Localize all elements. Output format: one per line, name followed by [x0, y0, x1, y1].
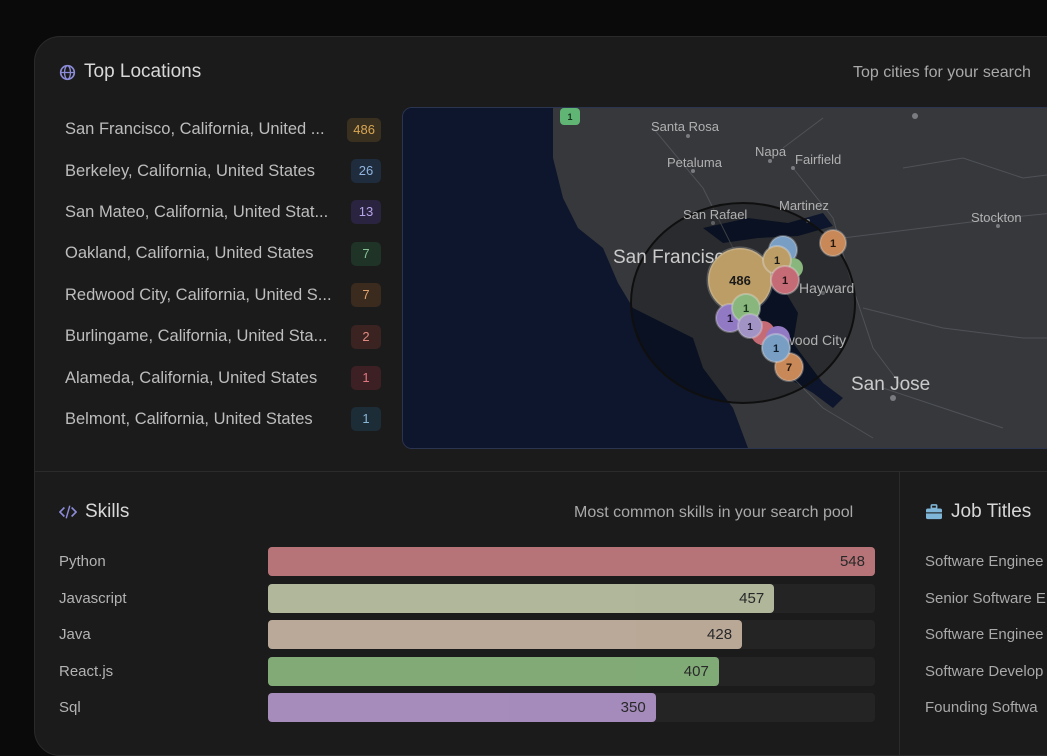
map-label-hayward: Hayward — [799, 280, 854, 296]
svg-text:1: 1 — [727, 313, 733, 325]
location-row[interactable]: Alameda, California, United States 1 — [65, 357, 381, 398]
skill-bar-track: 350 — [268, 693, 875, 723]
map-marker-1-blue[interactable]: 1 — [761, 333, 791, 363]
skill-bar: 548 — [268, 547, 875, 576]
location-count-badge: 486 — [347, 117, 381, 142]
job-title-item[interactable]: Software Develop — [925, 662, 1044, 680]
svg-text:1: 1 — [743, 303, 749, 315]
skill-value: 457 — [739, 589, 765, 607]
dashboard-frame: Top Locations Top cities for your search… — [34, 36, 1047, 756]
skill-bar-track: 428 — [268, 620, 875, 650]
map-label-san-francisco: San Francisco — [613, 247, 734, 268]
skill-name: Javascript — [59, 589, 127, 607]
location-count-badge: 13 — [351, 200, 381, 225]
map-label-fairfield: Fairfield — [795, 152, 841, 167]
top-locations-subtitle: Top cities for your search — [853, 64, 1031, 81]
location-name: Burlingame, California, United Sta... — [65, 327, 328, 346]
job-title-item[interactable]: Founding Softwa — [925, 699, 1038, 717]
skill-bar: 457 — [268, 583, 775, 613]
map-label-san-jose: San Jose — [851, 374, 930, 395]
skill-value: 407 — [683, 662, 709, 680]
skill-bar-track: 407 — [268, 656, 875, 686]
job-titles-title: Job Titles — [951, 501, 1032, 522]
skill-value: 428 — [707, 626, 733, 644]
skill-value: 350 — [620, 699, 646, 717]
map-canvas: Santa Rosa Petaluma Napa Fairfield Marti… — [403, 108, 1047, 448]
skill-bar: 407 — [268, 656, 719, 686]
skill-name: Sql — [59, 699, 81, 717]
column-divider — [899, 472, 900, 755]
locations-map[interactable]: Santa Rosa Petaluma Napa Fairfield Marti… — [402, 107, 1047, 449]
location-name: Oakland, California, United States — [65, 244, 314, 263]
map-label-petaluma: Petaluma — [667, 155, 723, 170]
skill-row[interactable]: Python 548 — [59, 547, 875, 577]
top-locations-card: Top Locations Top cities for your search… — [35, 37, 1047, 473]
svg-text:1: 1 — [747, 322, 753, 333]
svg-text:1: 1 — [774, 255, 780, 267]
location-name: Redwood City, California, United S... — [65, 285, 332, 304]
svg-text:486: 486 — [729, 273, 751, 288]
location-name: San Mateo, California, United Stat... — [65, 202, 329, 221]
skill-row[interactable]: Javascript 457 — [59, 583, 875, 614]
location-name: San Francisco, California, United ... — [65, 120, 325, 139]
skills-header: Skills — [59, 501, 129, 523]
skills-subtitle: Most common skills in your search pool — [574, 504, 854, 521]
location-name: Belmont, California, United States — [65, 409, 313, 428]
location-name: Berkeley, California, United States — [65, 161, 316, 180]
skill-name: React.js — [59, 662, 114, 680]
top-locations-header: Top Locations — [59, 61, 201, 83]
skill-name: Python — [59, 553, 106, 570]
skill-bar-track: 548 — [268, 547, 875, 576]
job-titles-header: Job Titles — [925, 501, 1031, 523]
skill-value: 548 — [839, 553, 865, 570]
location-count-badge: 1 — [351, 366, 381, 391]
location-row[interactable]: Oakland, California, United States 7 — [65, 233, 381, 274]
location-count-badge: 2 — [351, 324, 381, 349]
skill-bar-track: 457 — [268, 583, 875, 613]
map-marker-1-alameda[interactable]: 1 — [770, 265, 800, 295]
skill-bar: 428 — [268, 620, 743, 650]
location-row[interactable]: San Francisco, California, United ... 486 — [65, 109, 381, 150]
location-count-badge: 7 — [351, 283, 381, 308]
location-name: Alameda, California, United States — [65, 368, 318, 387]
map-label-san-rafael: San Rafael — [683, 207, 747, 222]
location-row[interactable]: Berkeley, California, United States 26 — [65, 150, 381, 191]
job-title-item[interactable]: Software Enginee — [925, 553, 1044, 570]
skill-row[interactable]: Sql 350 — [59, 693, 875, 723]
location-count-badge: 7 — [351, 241, 381, 266]
map-label-martinez: Martinez — [779, 198, 829, 213]
job-title-item[interactable]: Software Enginee — [925, 626, 1044, 644]
skills-title: Skills — [85, 501, 130, 522]
location-row[interactable]: San Mateo, California, United Stat... 13 — [65, 192, 381, 233]
location-count-badge: 1 — [351, 407, 381, 432]
location-row[interactable]: Burlingame, California, United Sta... 2 — [65, 316, 381, 357]
svg-text:1: 1 — [773, 343, 779, 355]
svg-text:1: 1 — [567, 112, 572, 122]
location-list: San Francisco, California, United ... 486… — [65, 109, 381, 440]
skill-row[interactable]: Java 428 — [59, 620, 875, 650]
code-icon — [59, 505, 77, 519]
svg-text:1: 1 — [830, 238, 836, 250]
map-marker-1-north[interactable]: 1 — [560, 108, 580, 125]
map-marker-1-lilac[interactable]: 1 — [737, 313, 763, 339]
map-label-stockton: Stockton — [971, 210, 1022, 225]
svg-text:7: 7 — [786, 362, 792, 374]
svg-text:1: 1 — [782, 275, 788, 287]
map-marker-1-east[interactable]: 1 — [819, 229, 847, 257]
location-count-badge: 26 — [351, 159, 381, 184]
map-label-napa: Napa — [755, 144, 787, 159]
job-title-item[interactable]: Senior Software E — [925, 589, 1046, 607]
skill-bar: 350 — [268, 693, 656, 723]
globe-icon — [59, 64, 76, 80]
skill-name: Java — [59, 626, 91, 644]
map-label-santa-rosa: Santa Rosa — [651, 119, 720, 134]
skill-row[interactable]: React.js 407 — [59, 656, 875, 687]
briefcase-icon — [926, 504, 942, 520]
section-divider — [35, 471, 1047, 472]
location-row[interactable]: Belmont, California, United States 1 — [65, 399, 381, 440]
location-row[interactable]: Redwood City, California, United S... 7 — [65, 275, 381, 316]
top-locations-title: Top Locations — [84, 61, 202, 82]
